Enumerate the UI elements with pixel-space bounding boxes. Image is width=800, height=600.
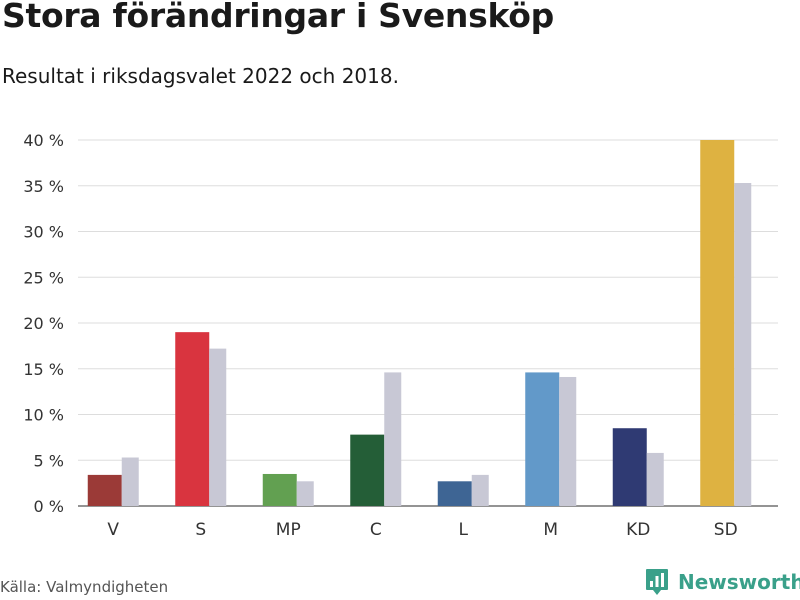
bar-2018-sd xyxy=(734,183,752,506)
x-tick-label: MP xyxy=(276,520,301,540)
bar-2022-l xyxy=(437,481,472,506)
x-tick-label: S xyxy=(195,520,206,540)
bar-2022-c xyxy=(350,434,385,506)
x-tick-label: V xyxy=(107,520,119,540)
bar-2018-c xyxy=(384,372,402,506)
y-tick-label: 5 % xyxy=(34,451,64,470)
x-tick-label: SD xyxy=(714,520,738,540)
y-tick-label: 25 % xyxy=(23,268,64,287)
brand-logo: Newsworthy xyxy=(645,568,800,596)
bar-chart-icon xyxy=(646,569,668,595)
y-tick-label: 15 % xyxy=(23,360,64,379)
bar-2022-sd xyxy=(700,140,735,506)
bar-2018-s xyxy=(209,348,227,506)
bar-2018-v xyxy=(121,457,139,506)
y-tick-label: 40 % xyxy=(23,131,64,150)
x-tick-label: C xyxy=(370,520,382,540)
bar-2022-s xyxy=(175,332,210,506)
x-tick-label: KD xyxy=(626,520,650,540)
y-tick-label: 0 % xyxy=(34,497,64,516)
x-tick-label: L xyxy=(459,520,469,540)
x-tick-label: M xyxy=(543,520,558,540)
y-tick-label: 20 % xyxy=(23,314,64,333)
source-note: Källa: Valmyndigheten xyxy=(0,578,169,596)
brand-name: Newsworthy xyxy=(678,570,800,594)
bar-2022-v xyxy=(87,474,122,506)
bar-2018-mp xyxy=(296,481,314,506)
y-tick-label: 10 % xyxy=(23,406,64,425)
bar-2018-m xyxy=(559,376,577,506)
y-tick-label: 35 % xyxy=(23,177,64,196)
chart-title: Stora förändringar i Svensköp xyxy=(2,0,554,35)
bar-2022-mp xyxy=(262,473,297,506)
bar-2022-m xyxy=(525,372,560,506)
bar-2018-l xyxy=(471,474,489,506)
y-tick-label: 30 % xyxy=(23,223,64,242)
bar-2022-kd xyxy=(612,428,647,506)
chart-subtitle: Resultat i riksdagsvalet 2022 och 2018. xyxy=(2,64,399,88)
bar-2018-kd xyxy=(646,452,664,506)
